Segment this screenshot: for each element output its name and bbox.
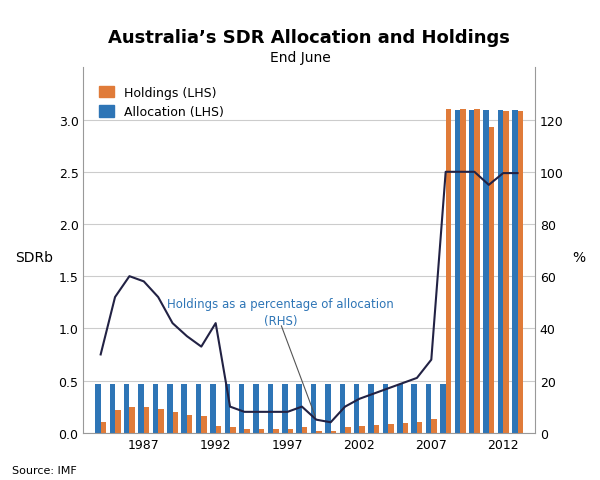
- Bar: [167, 384, 173, 433]
- Bar: [230, 428, 236, 433]
- Bar: [287, 429, 293, 433]
- Bar: [139, 384, 144, 433]
- Bar: [460, 110, 466, 433]
- Bar: [397, 384, 403, 433]
- Bar: [388, 424, 394, 433]
- Bar: [253, 384, 259, 433]
- Bar: [115, 410, 121, 433]
- Bar: [374, 425, 379, 433]
- Bar: [446, 110, 451, 433]
- Y-axis label: SDRb: SDRb: [15, 251, 53, 264]
- Bar: [124, 384, 130, 433]
- Bar: [383, 384, 388, 433]
- Bar: [282, 384, 287, 433]
- Bar: [173, 412, 178, 433]
- Text: Source: IMF: Source: IMF: [12, 465, 77, 475]
- Legend: Holdings (LHS), Allocation (LHS): Holdings (LHS), Allocation (LHS): [94, 82, 229, 124]
- Bar: [181, 384, 187, 433]
- Bar: [187, 415, 193, 433]
- Bar: [224, 384, 230, 433]
- Bar: [201, 416, 207, 433]
- Bar: [244, 429, 250, 433]
- Bar: [340, 384, 345, 433]
- Bar: [130, 407, 135, 433]
- Bar: [518, 112, 523, 433]
- Bar: [489, 128, 494, 433]
- Bar: [95, 384, 101, 433]
- Bar: [503, 112, 509, 433]
- Bar: [215, 427, 221, 433]
- Title: Australia’s SDR Allocation and Holdings: Australia’s SDR Allocation and Holdings: [108, 29, 510, 48]
- Bar: [345, 428, 350, 433]
- Bar: [475, 110, 480, 433]
- Bar: [455, 111, 460, 433]
- Bar: [110, 384, 115, 433]
- Bar: [354, 384, 359, 433]
- Bar: [259, 429, 264, 433]
- Bar: [403, 423, 408, 433]
- Bar: [101, 422, 106, 433]
- Bar: [359, 427, 365, 433]
- Bar: [440, 384, 446, 433]
- Bar: [311, 384, 316, 433]
- Bar: [426, 384, 431, 433]
- Bar: [417, 422, 422, 433]
- Bar: [431, 419, 437, 433]
- Bar: [273, 429, 278, 433]
- Y-axis label: %: %: [572, 251, 585, 264]
- Bar: [368, 384, 374, 433]
- Bar: [325, 384, 331, 433]
- Text: End June: End June: [269, 50, 331, 64]
- Bar: [144, 407, 149, 433]
- Bar: [210, 384, 215, 433]
- Bar: [196, 384, 201, 433]
- Bar: [316, 431, 322, 433]
- Bar: [331, 431, 336, 433]
- Bar: [498, 111, 503, 433]
- Text: Holdings as a percentage of allocation
(RHS): Holdings as a percentage of allocation (…: [167, 298, 394, 327]
- Bar: [512, 111, 518, 433]
- Bar: [469, 111, 475, 433]
- Bar: [412, 384, 417, 433]
- Bar: [158, 409, 164, 433]
- Bar: [268, 384, 273, 433]
- Bar: [484, 111, 489, 433]
- Bar: [302, 428, 307, 433]
- Bar: [296, 384, 302, 433]
- Bar: [239, 384, 244, 433]
- Bar: [153, 384, 158, 433]
